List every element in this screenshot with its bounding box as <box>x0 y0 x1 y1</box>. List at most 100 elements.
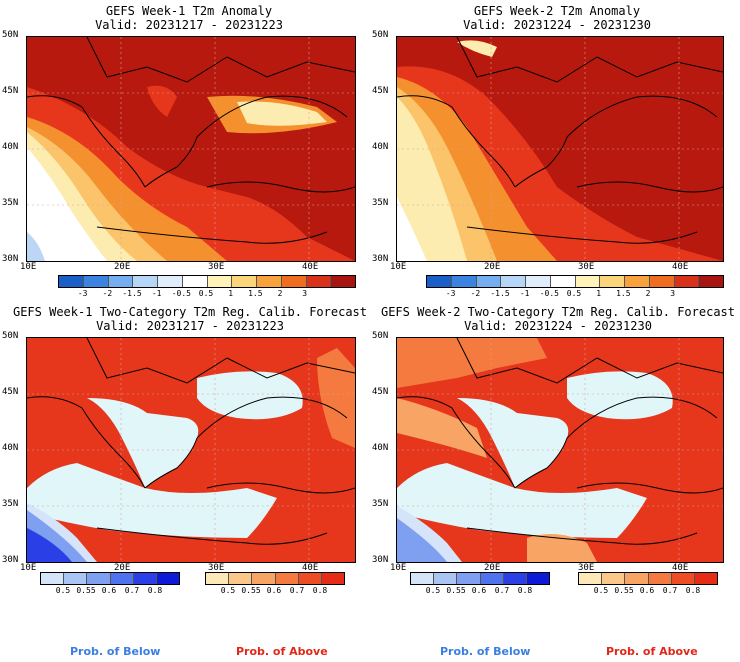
colorbar-segment <box>108 276 134 287</box>
anomaly-map-week2 <box>396 36 724 262</box>
prob-below-colorbar <box>410 572 550 585</box>
colorbar-label: 0.5 <box>220 586 236 595</box>
lat-label: 45N <box>372 387 389 397</box>
colorbar-segment <box>476 276 502 287</box>
panel-valid-dates: Valid: 20231224 - 20231230 <box>463 18 651 32</box>
colorbar-segment <box>156 573 180 584</box>
colorbar-segment <box>434 573 458 584</box>
colorbar-label: 0.55 <box>614 586 634 595</box>
colorbar-segment <box>503 573 527 584</box>
colorbar-segment <box>133 573 157 584</box>
colorbar-segment <box>64 573 88 584</box>
colorbar-segment <box>182 276 208 287</box>
colorbar-segment <box>550 276 576 287</box>
colorbar-segment <box>83 276 109 287</box>
lat-label: 45N <box>2 387 19 397</box>
colorbar-segment <box>257 276 282 287</box>
colorbar-label: 0.6 <box>639 586 655 595</box>
colorbar-segment <box>206 573 230 584</box>
colorbar-segment <box>579 573 603 584</box>
lon-label: 30E <box>208 563 225 573</box>
colorbar-segment <box>298 573 322 584</box>
lon-label: 20E <box>484 262 501 272</box>
colorbar-segment <box>252 573 276 584</box>
lat-label: 50N <box>372 30 389 40</box>
lat-label: 50N <box>2 30 19 40</box>
colorbar-label: 0.55 <box>76 586 96 595</box>
colorbar-segment <box>321 573 345 584</box>
colorbar-label: 1 <box>596 289 602 298</box>
colorbar-segment <box>699 276 723 287</box>
lat-label: 45N <box>372 86 389 96</box>
lat-label: 30N <box>2 254 19 264</box>
lat-label: 30N <box>372 555 389 565</box>
colorbar-segment <box>59 276 84 287</box>
colorbar-segment <box>457 573 481 584</box>
prob-below-label: Prob. of Below <box>70 645 161 658</box>
lon-label: 40E <box>672 262 689 272</box>
colorbar-segment <box>275 573 299 584</box>
probability-map-week2 <box>396 337 724 563</box>
colorbar-segment <box>625 276 650 287</box>
colorbar-segment <box>674 276 700 287</box>
colorbar-segment <box>411 573 435 584</box>
colorbar-label: -1.5 <box>490 289 510 298</box>
panel-title: GEFS Week-1 Two-Category T2m Reg. Calib.… <box>12 305 367 319</box>
colorbar-label: 0.8 <box>517 586 533 595</box>
anomaly-colorbar <box>426 275 724 288</box>
lat-label: 40N <box>2 142 19 152</box>
colorbar-label: 0.6 <box>471 586 487 595</box>
colorbar-segment <box>671 573 695 584</box>
lat-label: 35N <box>2 499 19 509</box>
prob-below-label: Prob. of Below <box>440 645 531 658</box>
colorbar-label: 0.8 <box>685 586 701 595</box>
lon-label: 10E <box>20 262 37 272</box>
colorbar-segment <box>602 573 626 584</box>
lon-label: 10E <box>390 262 407 272</box>
colorbar-label: 0.55 <box>241 586 261 595</box>
colorbar-label: -0.5 <box>171 289 191 298</box>
colorbar-segment <box>229 573 253 584</box>
lat-label: 40N <box>372 142 389 152</box>
anomaly-colorbar <box>58 275 356 288</box>
prob-above-colorbar <box>205 572 345 585</box>
colorbar-label: 0.5 <box>198 289 214 298</box>
panel-title: GEFS Week-1 T2m Anomaly <box>105 4 273 18</box>
prob-above-label: Prob. of Above <box>236 645 328 658</box>
colorbar-label: 0.7 <box>289 586 305 595</box>
colorbar-label: 0.8 <box>147 586 163 595</box>
anomaly-map-week1 <box>26 36 356 262</box>
colorbar-segment <box>625 573 649 584</box>
colorbar-label: -2 <box>470 289 481 298</box>
colorbar-label: 2 <box>277 289 283 298</box>
prob-above-colorbar <box>578 572 718 585</box>
colorbar-segment <box>331 276 355 287</box>
lon-label: 30E <box>578 262 595 272</box>
lat-label: 50N <box>2 331 19 341</box>
colorbar-label: 1.5 <box>616 289 631 298</box>
lon-label: 20E <box>114 262 131 272</box>
colorbar-label: 0.6 <box>266 586 282 595</box>
panel-valid-dates: Valid: 20231217 - 20231223 <box>95 18 283 32</box>
colorbar-segment <box>649 276 675 287</box>
colorbar-label: -1.5 <box>122 289 142 298</box>
probability-map-week1 <box>26 337 356 563</box>
lon-label: 30E <box>208 262 225 272</box>
lat-label: 30N <box>2 555 19 565</box>
lat-label: 40N <box>2 443 19 453</box>
colorbar-label: 3 <box>302 289 308 298</box>
colorbar-segment <box>281 276 307 287</box>
colorbar-segment <box>451 276 477 287</box>
colorbar-segment <box>207 276 233 287</box>
colorbar-label: 0.5 <box>55 586 71 595</box>
prob-below-colorbar <box>40 572 180 585</box>
colorbar-segment <box>110 573 134 584</box>
lat-label: 35N <box>2 198 19 208</box>
colorbar-segment <box>87 573 111 584</box>
lat-label: 40N <box>372 443 389 453</box>
colorbar-segment <box>133 276 158 287</box>
colorbar-segment <box>694 573 718 584</box>
lon-label: 20E <box>114 563 131 573</box>
colorbar-label: -2 <box>102 289 113 298</box>
lat-label: 35N <box>372 499 389 509</box>
